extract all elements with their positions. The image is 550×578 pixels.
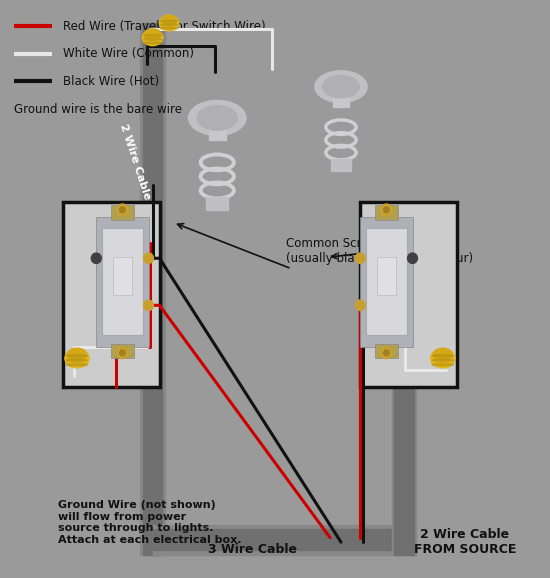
- Bar: [360, 202, 456, 387]
- Circle shape: [384, 350, 389, 355]
- Ellipse shape: [65, 349, 89, 368]
- Bar: [360, 217, 412, 347]
- Bar: [392, 254, 416, 555]
- Ellipse shape: [144, 42, 162, 44]
- Ellipse shape: [431, 349, 455, 368]
- Text: Ground Wire (not shown)
will flow from power
source through to lights.
Attach at: Ground Wire (not shown) will flow from p…: [58, 500, 241, 545]
- Bar: [143, 23, 162, 555]
- Bar: [366, 228, 407, 335]
- Text: Black Wire (Hot): Black Wire (Hot): [63, 75, 160, 88]
- Text: 2 Wire Cable: 2 Wire Cable: [118, 123, 152, 201]
- Ellipse shape: [66, 354, 88, 357]
- Ellipse shape: [144, 38, 162, 40]
- Circle shape: [381, 204, 392, 216]
- Text: Common Screw
(usually black or copper colour): Common Screw (usually black or copper co…: [286, 238, 473, 265]
- Ellipse shape: [433, 348, 453, 361]
- Circle shape: [355, 253, 365, 264]
- Ellipse shape: [160, 16, 179, 31]
- Bar: [209, 114, 226, 140]
- Bar: [333, 84, 349, 107]
- Ellipse shape: [432, 354, 454, 357]
- Bar: [96, 217, 148, 347]
- Text: Red Wire (Traveler or Switch Wire): Red Wire (Traveler or Switch Wire): [63, 20, 266, 32]
- Text: Ground wire is the bare wire: Ground wire is the bare wire: [14, 103, 182, 116]
- Bar: [377, 257, 395, 295]
- Circle shape: [117, 204, 128, 216]
- Ellipse shape: [432, 359, 454, 362]
- Bar: [375, 205, 398, 220]
- Circle shape: [384, 207, 389, 213]
- Bar: [206, 198, 228, 210]
- Bar: [111, 344, 134, 358]
- Text: White Wire (Common): White Wire (Common): [63, 47, 194, 60]
- Circle shape: [119, 350, 125, 355]
- Ellipse shape: [66, 359, 88, 362]
- Bar: [375, 344, 398, 358]
- Bar: [140, 23, 165, 555]
- Circle shape: [91, 253, 101, 264]
- Ellipse shape: [161, 24, 178, 25]
- Bar: [63, 202, 160, 387]
- Bar: [394, 254, 414, 555]
- Text: 2 Wire Cable
FROM SOURCE: 2 Wire Cable FROM SOURCE: [414, 528, 516, 556]
- Ellipse shape: [161, 20, 178, 22]
- Ellipse shape: [142, 29, 163, 46]
- Bar: [113, 257, 131, 295]
- Bar: [102, 228, 143, 335]
- Ellipse shape: [189, 101, 246, 135]
- Ellipse shape: [315, 71, 367, 102]
- Circle shape: [117, 347, 128, 358]
- Bar: [153, 525, 403, 555]
- Bar: [111, 205, 134, 220]
- Ellipse shape: [432, 364, 454, 366]
- Circle shape: [119, 207, 125, 213]
- Circle shape: [355, 300, 365, 310]
- Bar: [331, 159, 351, 171]
- Circle shape: [408, 253, 417, 264]
- Ellipse shape: [144, 34, 162, 36]
- Ellipse shape: [323, 76, 359, 98]
- Ellipse shape: [197, 106, 238, 130]
- Ellipse shape: [161, 27, 178, 29]
- Text: 3 Wire Cable: 3 Wire Cable: [208, 543, 298, 556]
- Ellipse shape: [67, 348, 87, 361]
- Circle shape: [144, 253, 153, 264]
- Circle shape: [144, 300, 153, 310]
- Ellipse shape: [145, 29, 161, 40]
- Circle shape: [381, 347, 392, 358]
- Ellipse shape: [161, 15, 177, 25]
- Bar: [153, 529, 403, 550]
- Ellipse shape: [66, 364, 88, 366]
